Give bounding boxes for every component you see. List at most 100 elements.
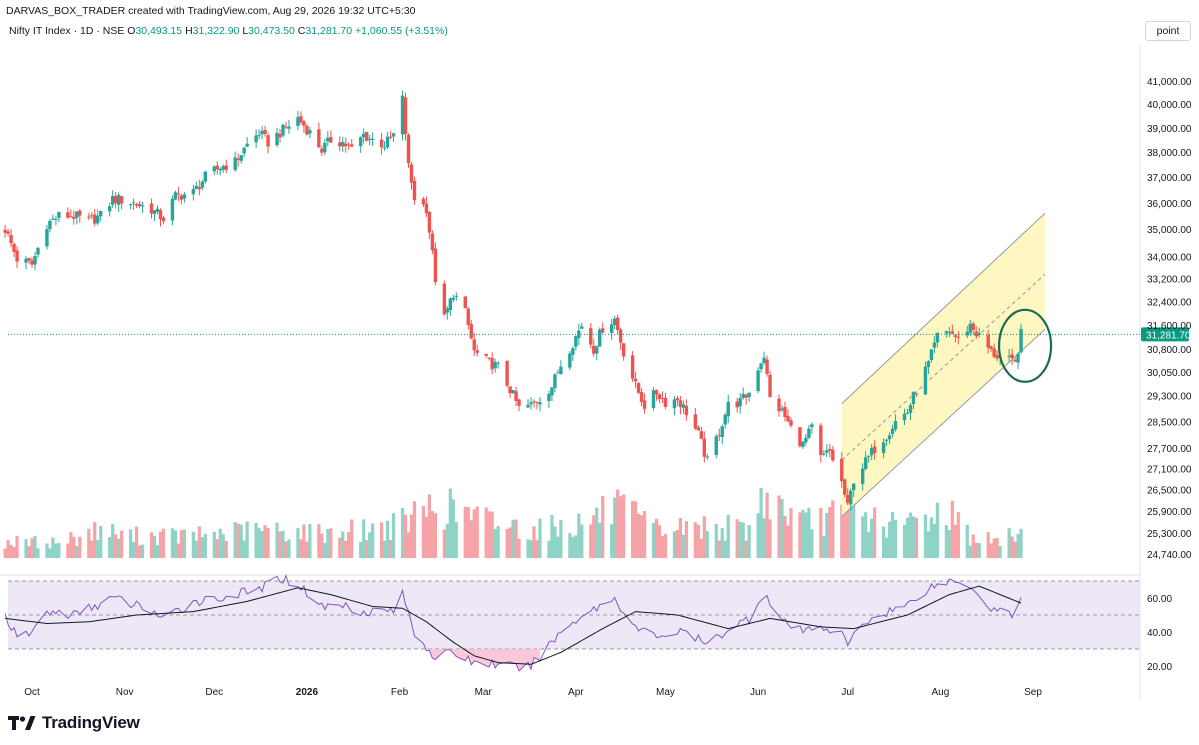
price-tick-label: 34,000.00 (1147, 252, 1192, 263)
volume-bar (932, 523, 936, 558)
volume-bar (69, 532, 73, 558)
candle-body (801, 441, 805, 447)
volume-bar (663, 533, 668, 558)
volume-bar (108, 537, 112, 558)
candle-body (344, 143, 348, 147)
candle-body (618, 329, 623, 343)
volume-bar (412, 501, 417, 558)
volume-bar (819, 507, 823, 558)
rsi-tick-label: 20.00 (1147, 662, 1172, 673)
volume-bar (902, 524, 907, 558)
volume-bar (320, 533, 324, 558)
price-tick-label: 25,900.00 (1147, 507, 1192, 518)
candle-body (299, 116, 303, 123)
candle-body (684, 405, 689, 416)
candle-body (860, 468, 865, 484)
candle-body (914, 393, 919, 395)
price-tick-label: 29,300.00 (1147, 392, 1192, 403)
price-tick-label: 38,000.00 (1147, 148, 1192, 159)
volume-bar (810, 529, 814, 558)
volume-bar (756, 513, 760, 558)
volume-bar (870, 518, 874, 558)
volume-bar (33, 536, 37, 558)
rsi-tick-label: 40.00 (1147, 628, 1172, 639)
candle-body (663, 397, 668, 407)
volume-bar (317, 524, 321, 558)
volume-bar (995, 537, 999, 558)
volume-bar (923, 514, 928, 558)
volume-bar (15, 536, 19, 558)
volume-bar (529, 540, 533, 558)
volume-bar (684, 521, 688, 558)
candle-body (329, 137, 333, 143)
candle-body (128, 203, 133, 205)
candle-body (218, 168, 222, 171)
volume-bar (789, 508, 793, 558)
volume-bar (553, 526, 557, 558)
candle-body (445, 308, 450, 313)
candle-body (12, 243, 16, 252)
parallel-channel (841, 212, 1046, 517)
candle-body (714, 436, 718, 455)
volume-bar (672, 531, 677, 558)
candle-body (744, 394, 748, 398)
volume-bar (786, 525, 790, 558)
volume-bar (308, 524, 312, 558)
candle-body (412, 180, 417, 201)
candle-body (675, 398, 680, 401)
volume-bar (12, 546, 16, 558)
volume-bar (807, 507, 811, 558)
volume-bar (505, 529, 509, 558)
candle-body (1010, 354, 1014, 359)
candle-body (636, 383, 641, 393)
rsi-tick-label: 60.00 (1147, 594, 1172, 605)
volume-bar (535, 540, 539, 558)
volume-bar (998, 545, 1002, 558)
volume-bar (696, 524, 700, 558)
volume-bar (678, 517, 683, 558)
volume-bar (9, 545, 13, 558)
change-value: +1,060.55 (+3.51%) (355, 25, 448, 37)
candle-body (15, 250, 19, 262)
high-value: 31,322.90 (192, 25, 240, 37)
volume-bar (1010, 536, 1014, 558)
candle-body (403, 97, 408, 135)
volume-bar (445, 523, 449, 558)
candle-body (702, 438, 707, 457)
price-tick-label: 25,300.00 (1147, 529, 1192, 540)
ohlc-legend: Nifty IT Index · 1D · NSE O30,493.15 H31… (9, 25, 448, 37)
volume-bar (660, 536, 665, 558)
volume-bar (714, 523, 718, 558)
volume-bar (944, 525, 948, 558)
volume-bar (359, 542, 363, 558)
volume-bar (589, 524, 593, 558)
tradingview-logo[interactable]: TradingView (8, 713, 140, 733)
price-tick-label: 27,700.00 (1147, 444, 1192, 455)
candle-body (51, 218, 55, 220)
candle-body (197, 187, 202, 190)
volume-bar (780, 498, 784, 558)
candle-body (884, 439, 889, 441)
rsi-line (4, 574, 1022, 672)
candle-body (738, 398, 742, 407)
volume-bar (233, 522, 237, 558)
volume-bar (675, 529, 680, 558)
volume-bar (864, 512, 868, 558)
candle-body (1016, 353, 1020, 363)
candle-body (517, 399, 521, 406)
volume-bar (947, 529, 951, 558)
rsi-lines (4, 574, 1022, 672)
candle-body (639, 391, 644, 402)
price-scale-mode-button[interactable]: point (1145, 21, 1191, 41)
candle-body (589, 328, 593, 345)
volume-bar (738, 521, 742, 558)
candle-body (828, 449, 832, 451)
candle-body (90, 215, 94, 217)
volume-bar (257, 528, 261, 558)
candle-body (735, 401, 739, 408)
candle-body (660, 398, 665, 400)
volume-bar (726, 514, 730, 558)
candle-body (849, 490, 853, 505)
